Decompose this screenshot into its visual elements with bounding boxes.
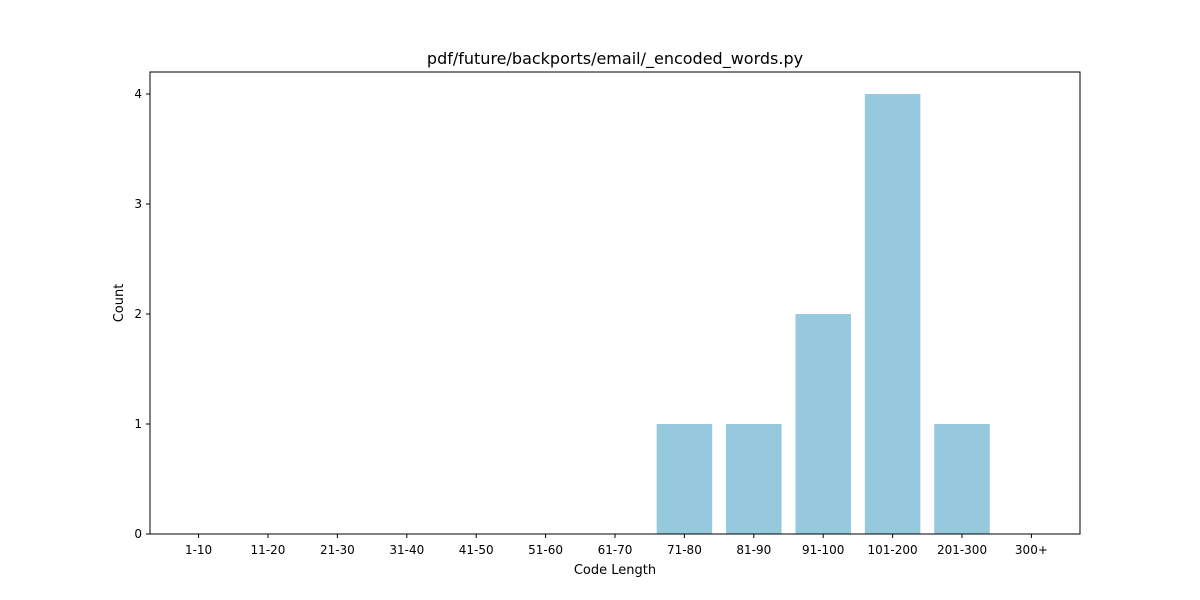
y-tick-label: 2: [134, 307, 142, 321]
y-tick-label: 3: [134, 197, 142, 211]
bar-201-300: [934, 424, 990, 534]
y-axis-label: Count: [112, 284, 127, 323]
x-tick-label: 61-70: [598, 543, 633, 557]
x-axis-label: Code Length: [574, 563, 656, 578]
bar-71-80: [656, 424, 713, 534]
x-tick-label: 31-40: [389, 543, 424, 557]
x-tick-label: 101-200: [868, 543, 918, 557]
y-tick-label: 0: [134, 527, 142, 541]
chart-title: pdf/future/backports/email/_encoded_word…: [427, 49, 803, 69]
bars-group: [656, 94, 990, 534]
x-tick-label: 81-90: [736, 543, 771, 557]
x-tick-label: 300+: [1015, 543, 1048, 557]
y-axis: 0 1 2 3 4: [134, 87, 150, 541]
y-tick-label: 4: [134, 87, 142, 101]
bar-101-200: [864, 94, 921, 534]
x-tick-label: 51-60: [528, 543, 563, 557]
x-tick-label: 91-100: [802, 543, 845, 557]
x-tick-label: 41-50: [459, 543, 494, 557]
x-tick-label: 71-80: [667, 543, 702, 557]
x-tick-label: 1-10: [185, 543, 212, 557]
bar-81-90: [726, 424, 782, 534]
x-tick-label: 11-20: [251, 543, 286, 557]
x-tick-label: 21-30: [320, 543, 355, 557]
x-tick-label: 201-300: [937, 543, 987, 557]
bar-91-100: [795, 314, 851, 534]
y-tick-label: 1: [134, 417, 142, 431]
x-axis: 1-10 11-20 21-30 31-40 41-50 51-60 61-70 71-80 8…: [185, 534, 1048, 557]
